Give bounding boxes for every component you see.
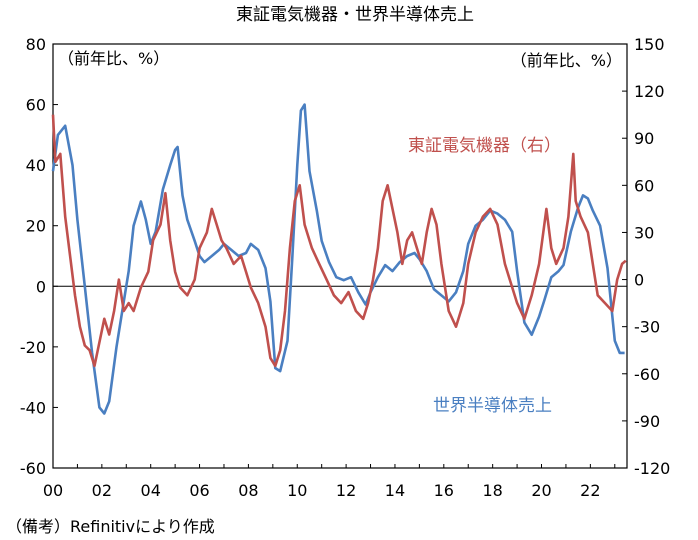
left-tick-label: 80	[26, 35, 46, 54]
left-tick-label: 20	[26, 217, 46, 236]
x-tick-label: 00	[43, 481, 63, 500]
plot-area	[52, 43, 628, 469]
left-tick-label: 40	[26, 156, 46, 175]
left-tick-label: 0	[36, 277, 46, 296]
right-tick-label: -90	[634, 412, 660, 431]
x-tick-label: 04	[141, 481, 161, 500]
x-tick-label: 12	[336, 481, 356, 500]
left-tick-label: -60	[20, 459, 46, 478]
right-tick-label: 0	[634, 271, 644, 290]
right-tick-label: -120	[634, 459, 670, 478]
right-axis-unit: （前年比、%）	[511, 51, 622, 70]
left-tick-label: -40	[20, 398, 46, 417]
left-tick-label: 60	[26, 96, 46, 115]
series-line-semis	[51, 103, 625, 415]
x-tick-label: 14	[385, 481, 405, 500]
right-tick-label: 30	[634, 223, 654, 242]
chart-title: 東証電気機器・世界半導体売上	[236, 5, 474, 25]
left-axis-unit: （前年比、%）	[58, 49, 169, 68]
series-line-electric	[51, 114, 627, 368]
series-label-electric: 東証電気機器（右）	[408, 136, 561, 156]
left-tick-label: -20	[20, 338, 46, 357]
x-axis: 00 02 04 06 08 10 12 14 16 18 20 22	[43, 464, 616, 500]
right-tick-label: 90	[634, 129, 654, 148]
x-tick-label: 18	[482, 481, 502, 500]
right-tick-label: 60	[634, 176, 654, 195]
x-tick-label: 20	[531, 481, 551, 500]
right-tick-label: -60	[634, 365, 660, 384]
footnote: （備考）Refinitivにより作成	[6, 517, 215, 536]
x-tick-label: 22	[580, 481, 600, 500]
series-layer	[51, 103, 627, 415]
series-label-semis: 世界半導体売上	[433, 396, 552, 416]
right-tick-label: -30	[634, 318, 660, 337]
x-tick-label: 10	[287, 481, 307, 500]
x-tick-label: 02	[92, 481, 112, 500]
x-tick-label: 08	[238, 481, 258, 500]
left-axis: 80 60 40 20 0 -20 -40 -60	[20, 35, 58, 478]
right-tick-label: 150	[634, 35, 665, 54]
x-tick-label: 06	[189, 481, 209, 500]
right-axis: 150 120 90 60 30 0 -30 -60 -90 -120	[622, 35, 670, 478]
right-tick-label: 120	[634, 82, 665, 101]
x-tick-label: 16	[434, 481, 454, 500]
